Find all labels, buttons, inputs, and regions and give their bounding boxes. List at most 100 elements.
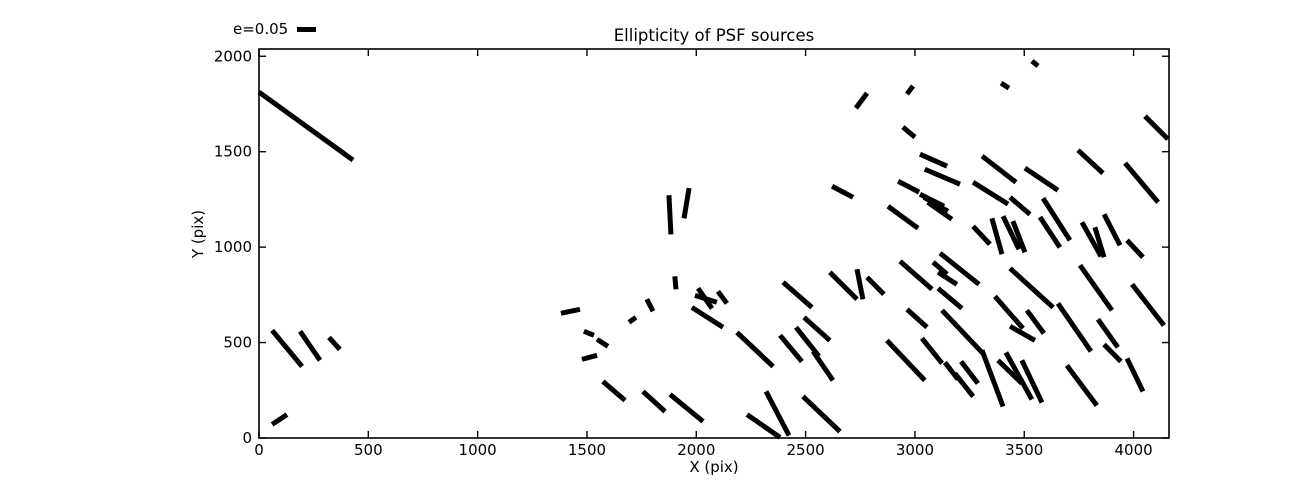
ellipticity-segment	[1008, 324, 1037, 343]
ellipticity-segment	[601, 379, 627, 403]
ellipticity-segment	[1077, 263, 1114, 312]
x-tick-label: 500	[354, 441, 383, 459]
ellipticity-segment	[1019, 359, 1045, 404]
x-axis-label: X (pix)	[689, 458, 739, 476]
ellipticity-segment	[745, 412, 782, 440]
y-tick-label: 1000	[214, 238, 252, 256]
ellipticity-segment	[989, 217, 1005, 255]
ellipticity-segment	[926, 200, 954, 222]
ellipticity-segment	[854, 268, 866, 300]
ellipticity-segment	[923, 166, 961, 187]
ellipticity-segment	[627, 315, 638, 325]
legend: e=0.05	[233, 20, 317, 38]
ellipticity-segment	[1076, 148, 1105, 176]
ellipticity-segment	[644, 298, 656, 313]
ellipticity-segment	[919, 336, 944, 365]
ellipticity-segment	[681, 187, 692, 219]
legend-label: e=0.05	[233, 20, 289, 38]
ellipticity-segment	[270, 328, 304, 369]
ellipticity-segment	[1024, 308, 1046, 335]
ellipticity-segment	[898, 259, 934, 292]
ellipticity-segment	[672, 276, 679, 290]
ellipticity-segment	[853, 91, 870, 110]
legend-line-marker	[297, 26, 317, 32]
ellipticity-segment	[980, 154, 1018, 185]
ellipticity-segment	[971, 180, 1010, 207]
ellipticity-segment	[298, 329, 323, 362]
ellipticity-segment	[979, 349, 1006, 408]
ellipticity-segment	[1010, 220, 1028, 254]
ellipticity-segment	[1008, 195, 1032, 217]
ellipticity-segment	[810, 349, 836, 382]
ellipticity-segment	[886, 204, 920, 231]
ellipticity-segment	[830, 184, 855, 200]
ellipticity-segment	[715, 289, 729, 305]
chart-title: Ellipticity of PSF sources	[613, 26, 815, 45]
ellipticity-segment	[938, 251, 981, 287]
ellipticity-segment	[1092, 226, 1107, 258]
ellipticity-segment	[581, 352, 598, 362]
x-tick-label: 3500	[1005, 441, 1043, 459]
ellipticity-segment	[936, 270, 959, 287]
ellipticity-segment	[560, 306, 581, 316]
ellipticity-segment	[993, 294, 1025, 331]
ellipticity-segment	[1079, 221, 1104, 258]
ellipticity-segment	[668, 392, 705, 424]
ellipticity-segment	[1101, 213, 1123, 247]
y-tick-label: 2000	[214, 47, 252, 65]
ellipticity-segment	[1143, 114, 1170, 141]
ellipticity-segment	[1037, 215, 1062, 249]
ellipticity-segment	[1030, 59, 1040, 68]
x-tick-label: 0	[254, 441, 264, 459]
ellipticity-segment	[781, 280, 814, 310]
ellipticity-segment	[865, 275, 886, 297]
ellipticity-segment	[905, 307, 929, 330]
ellipticity-segment	[270, 412, 289, 427]
ellipticity-segment	[778, 333, 804, 364]
ellipticity-segment	[999, 81, 1011, 91]
x-tick-label: 2500	[787, 441, 825, 459]
ellipticity-segment	[971, 224, 992, 246]
y-tick-label: 0	[242, 429, 252, 447]
ellipticity-segment	[936, 286, 964, 311]
y-axis-label: Y (pix)	[189, 209, 207, 259]
x-tick-label: 1000	[459, 441, 497, 459]
ellipticity-segment	[901, 125, 917, 140]
ellipticity-segment	[694, 293, 718, 305]
axes-box	[258, 48, 1170, 439]
ellipticity-segment	[996, 358, 1024, 386]
ellipticity-segment	[1040, 196, 1073, 242]
y-tick-label: 500	[223, 334, 252, 352]
ellipticity-segment	[327, 335, 342, 352]
ellipticity-segment	[763, 390, 792, 437]
ellipticity-segment	[1130, 282, 1166, 327]
ellipticity-segment	[1095, 317, 1120, 349]
y-tick-label: 1500	[214, 143, 252, 161]
ellipticity-segment	[690, 305, 725, 330]
ellipticity-segment	[1023, 166, 1060, 193]
ellipticity-segment	[1064, 363, 1099, 408]
ellipticity-segment	[959, 359, 980, 385]
ellipticity-segment	[802, 315, 832, 343]
ellipticity-segment	[1008, 266, 1055, 310]
ellipticity-segment	[940, 308, 985, 356]
ellipticity-segment	[595, 337, 610, 349]
ellipticity-segment	[641, 389, 667, 414]
ellipticity-segment	[1000, 215, 1022, 251]
ellipticity-segment	[1102, 342, 1123, 364]
ellipticity-segment	[918, 151, 949, 169]
ellipticity-segment	[905, 84, 915, 96]
x-tick-label: 1500	[568, 441, 606, 459]
ellipticity-segment	[931, 260, 949, 277]
ellipticity-segment	[801, 394, 842, 434]
ellipticity-segment	[1003, 351, 1035, 401]
ellipticity-segment	[1055, 302, 1094, 353]
ellipticity-segment	[1123, 161, 1160, 204]
ellipticity-segment	[896, 179, 921, 195]
ellipticity-segment	[257, 90, 355, 163]
ellipticity-segment	[885, 338, 927, 383]
ellipticity-segment	[922, 195, 950, 214]
ellipticity-segment	[1124, 357, 1146, 393]
ellipticity-segment	[828, 270, 859, 302]
